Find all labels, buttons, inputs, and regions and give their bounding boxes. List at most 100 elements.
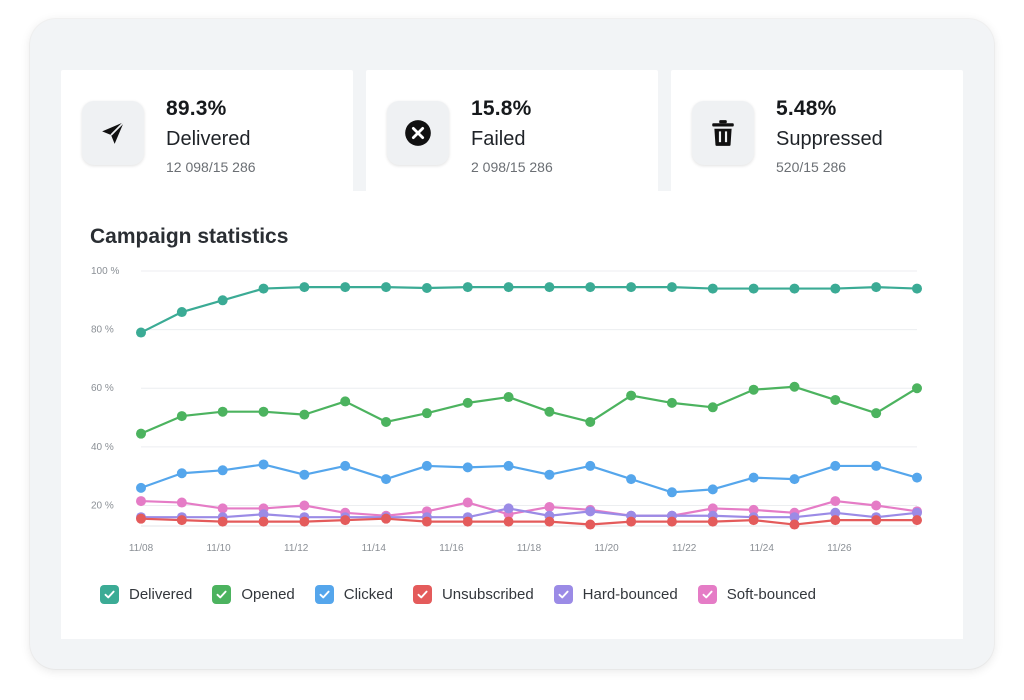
trash-icon [692,101,754,165]
point-clicked [707,484,718,495]
point-unsubscribed [421,516,432,527]
summary-card-delivered: 89.3% Delivered 12 098/15 286 [61,70,353,198]
point-hard-bounced [912,507,922,518]
checkbox-checked-icon[interactable] [314,584,334,604]
point-delivered [626,282,637,293]
series-line-delivered [140,286,918,334]
point-clicked [381,474,392,485]
point-opened [626,390,637,401]
point-opened [666,397,677,408]
point-opened [830,394,841,405]
point-clicked [789,474,800,485]
checkbox-checked-icon[interactable] [697,584,717,604]
point-unsubscribed [707,516,718,527]
point-delivered [912,283,922,294]
legend-item-opened[interactable]: Opened [212,584,295,604]
x-tick-label: 11/18 [517,543,542,554]
point-opened [912,383,922,394]
point-unsubscribed [666,516,677,527]
failed-label: Failed [471,128,526,150]
send-icon [82,101,144,165]
point-delivered [421,283,432,293]
point-hard-bounced [830,507,841,518]
point-opened [217,406,228,417]
point-soft-bounced [299,500,310,511]
point-delivered [217,295,228,306]
legend-item-clicked[interactable]: Clicked [314,584,393,604]
legend-label: Delivered [129,585,193,603]
x-tick-label: 11/20 [594,543,619,554]
legend-item-hard-bounced[interactable]: Hard-bounced [553,584,678,604]
point-soft-bounced [707,503,718,514]
point-delivered [544,282,555,293]
point-opened [421,408,432,419]
point-unsubscribed [462,516,473,527]
checkbox-checked-icon[interactable] [212,584,232,604]
failed-percent: 15.8% [471,97,532,120]
y-tick-label: 40 % [91,442,114,453]
point-clicked [136,482,146,493]
point-unsubscribed [217,516,228,527]
point-unsubscribed [626,516,637,527]
point-clicked [871,460,882,471]
point-delivered [707,283,718,294]
summary-card-failed: 15.8% Failed 2 098/15 286 [366,70,658,198]
y-tick-label: 60 % [91,383,114,394]
point-opened [258,406,269,417]
failed-ratio: 2 098/15 286 [471,159,553,175]
point-unsubscribed [585,519,596,530]
point-clicked [912,472,922,483]
point-unsubscribed [748,515,759,526]
campaign-statistics-panel: Campaign statistics 20 % 40 % 60 % 80 % 100 … [61,191,963,639]
point-delivered [258,283,269,294]
point-delivered [585,282,596,293]
legend-item-soft-bounced[interactable]: Soft-bounced [697,584,816,604]
point-clicked [585,460,596,471]
point-unsubscribed [136,513,146,524]
point-delivered [503,282,514,293]
checkbox-checked-icon[interactable] [553,584,573,604]
point-clicked [503,460,514,471]
point-hard-bounced [789,512,800,523]
point-clicked [748,472,759,483]
point-clicked [626,474,637,485]
line-chart: 20 % 40 % 60 % 80 % 100 % 11/08 11/10 11/12 11/1… [91,266,922,554]
y-tick-label: 80 % [91,325,114,336]
point-delivered [666,282,677,293]
legend-label: Unsubscribed [441,585,534,603]
legend-item-delivered[interactable]: Delivered [100,584,193,604]
point-unsubscribed [544,516,555,527]
point-soft-bounced [748,504,759,515]
checkbox-checked-icon[interactable] [412,584,432,604]
point-unsubscribed [299,516,310,527]
point-soft-bounced [544,501,555,512]
point-delivered [381,282,392,293]
checkbox-checked-icon[interactable] [100,584,119,604]
suppressed-label: Suppressed [776,128,883,150]
point-opened [136,428,146,439]
x-tick-label: 11/22 [672,543,697,554]
legend-item-unsubscribed[interactable]: Unsubscribed [412,584,534,604]
series-line-unsubscribed [140,517,917,526]
point-opened [748,384,759,395]
x-tick-label: 11/24 [750,543,775,554]
series-line-soft-bounced [140,499,918,517]
legend-label: Hard-bounced [582,585,678,603]
delivered-percent: 89.3% [166,97,227,120]
x-tick-label: 11/16 [439,543,464,554]
point-soft-bounced [217,503,228,514]
x-tick-label: 11/12 [284,543,309,554]
x-circle-icon [387,101,449,165]
delivered-label: Delivered [166,128,251,150]
point-soft-bounced [136,496,146,507]
point-opened [871,408,882,419]
point-soft-bounced [871,500,882,511]
chart-title: Campaign statistics [90,225,289,248]
point-delivered [340,282,351,293]
point-unsubscribed [381,513,392,524]
point-delivered [136,327,146,338]
y-tick-label: 100 % [91,266,119,277]
point-clicked [258,459,269,470]
point-opened [299,409,310,420]
point-unsubscribed [176,515,187,526]
